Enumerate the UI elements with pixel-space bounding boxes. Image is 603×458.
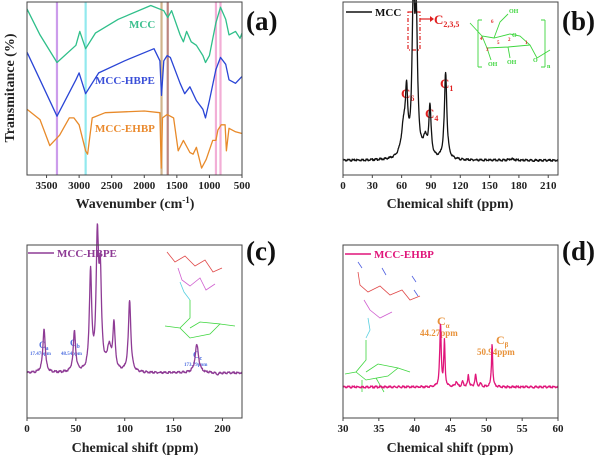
hbpe-structure [164,251,236,339]
legend-label-mcc-ehbp: MCC-EHBP [374,249,434,261]
panel-label-a: (a) [246,6,277,36]
annotation-calpha: Cα [437,314,450,330]
annotation-cc: Cc [193,350,203,362]
annotation-ca: Ca [39,340,49,352]
x-tick-label: 150 [165,423,182,435]
x-tick-label: 120 [452,180,469,192]
annotation-c4: C4 [425,106,438,123]
svg-text:5: 5 [497,41,500,46]
x-tick-label: 3000 [68,180,91,192]
annotation-cbeta-value: 50.94ppm [477,347,515,357]
plot-panel-3: 30 35 40 45 50 55 60 [338,244,565,435]
x-tick-label: 45 [445,423,457,435]
x-tick-label: 200 [214,423,231,435]
svg-text:OH: OH [488,62,498,68]
x-tick-label: 40 [409,423,421,435]
x-tick-label: 2500 [101,180,124,192]
x-tick-label: 50 [70,423,82,435]
arrow-head-icon [430,16,434,22]
svg-text:O: O [512,33,517,39]
x-tick-label: 100 [116,423,133,435]
x-tick-label: 150 [481,180,498,192]
series-label-mcc-ehbp: MCC-EHBP [95,123,155,135]
x-tick-label: 55 [517,423,529,435]
x-tick-label: 35 [373,423,385,435]
x-tick-label: 3500 [36,180,59,192]
x-tick-label: 500 [234,180,251,192]
x-axis-label-d: Chemical shift (ppm) [387,441,514,456]
x-tick-label: 50 [481,423,493,435]
series-line-mcc [26,4,243,64]
panel-label-c: (c) [246,236,276,266]
peak-highlight-box [407,11,421,51]
svg-text:2: 2 [508,38,511,43]
plot-panel-2: 0 50 100 150 200 [24,223,243,435]
annotation-cb-value: 48.54ppm [61,352,83,357]
annotations-d: Cα 44.27ppm Cβ 50.94ppm [420,314,515,357]
carbon-numbers-b: 1 2 3 4 5 6 [480,20,528,53]
x-axis-label-c: Chemical shift (ppm) [72,441,199,456]
plot-frame [26,244,243,419]
x-axis-label-b: Chemical shift (ppm) [387,197,514,212]
svg-text:O: O [533,58,538,64]
svg-text:4: 4 [480,37,483,42]
series-line-mcc-ehbp [26,108,243,169]
x-tick-label: 0 [340,180,346,192]
legend-label-mcc-hbpe: MCC-HBPE [57,248,117,260]
x-tick-label: 2000 [133,180,156,192]
series-line-mcc-hbpe [26,48,243,119]
y-axis-label-a: Transmitance (%) [3,33,18,142]
plot-panel-1: 0 30 60 90 120 150 180 210 [340,0,559,192]
annotation-cbeta: Cβ [496,333,509,349]
x-tick-label: 60 [553,423,565,435]
x-tick-label: 210 [540,180,557,192]
annotations-c: Ca 17.47ppm Cb 48.54ppm Cc 173.79ppm [30,338,208,368]
series-label-mcc: MCC [129,19,155,31]
structure-labels-b: OH OH OH O O n [488,9,551,70]
annotation-ca-value: 17.47ppm [30,352,52,357]
svg-text:OH: OH [507,60,517,66]
x-tick-label: 60 [396,180,408,192]
series-line-mcc-ehbp [342,323,559,389]
panel-label-b: (b) [562,6,595,36]
ehbp-structure [344,261,421,393]
svg-text:3: 3 [486,48,489,53]
annotation-c235: C2,3,5 [434,12,459,29]
x-tick-label: 1000 [198,180,221,192]
svg-text:1: 1 [525,41,528,46]
annotation-calpha-value: 44.27ppm [420,328,458,338]
x-tick-label: 30 [338,423,350,435]
plot-frame [342,1,559,176]
x-axis-label-a: Wavenumber (cm-1) [76,195,195,212]
x-tick-label: 90 [425,180,437,192]
x-tick-label: 180 [511,180,528,192]
x-tick-label: 1500 [166,180,189,192]
series-line-mcc [342,0,559,163]
plot-frame [26,1,243,176]
svg-text:n: n [547,64,551,70]
series-line-mcc-hbpe [26,223,243,376]
cellulose-structure [469,13,551,68]
svg-text:OH: OH [509,9,519,15]
annotation-cc-value: 173.79ppm [184,363,208,368]
series-label-mcc-hbpe: MCC-HBPE [95,75,155,87]
x-tick-label: 30 [367,180,379,192]
legend-label-mcc: MCC [375,7,401,19]
panel-label-d: (d) [562,236,595,266]
plot-panel-0: 3500 3000 2500 2000 1500 1000 500 [26,1,251,192]
x-tick-label: 0 [24,423,30,435]
svg-text:6: 6 [491,20,494,25]
